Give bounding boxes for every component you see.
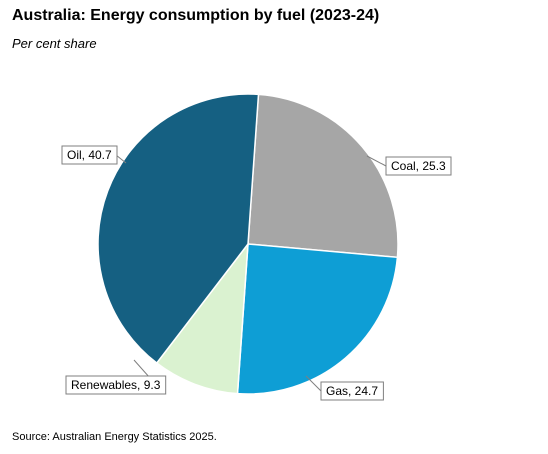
- pie-slice-gas: [236, 243, 399, 395]
- leader-line: [133, 359, 151, 379]
- data-label-box: [320, 381, 384, 401]
- pie-slice-oil: [97, 93, 260, 365]
- pie-slice-coal: [247, 93, 399, 259]
- chart-subtitle: Per cent share: [12, 36, 97, 51]
- pie-slices: [97, 93, 399, 395]
- data-label-renewables: Renewables, 9.3: [71, 378, 161, 392]
- data-label-coal: Coal, 25.3: [391, 159, 446, 173]
- data-label-box: [65, 375, 167, 395]
- data-label-oil: Oil, 40.7: [67, 148, 112, 162]
- leader-line: [115, 154, 127, 164]
- chart-source: Source: Australian Energy Statistics 202…: [12, 431, 217, 443]
- leader-line: [305, 375, 322, 392]
- pie-slice-renewables: [155, 241, 249, 395]
- leader-line: [366, 155, 387, 167]
- chart-title: Australia: Energy consumption by fuel (2…: [12, 7, 380, 24]
- data-label-box: [385, 156, 452, 176]
- leader-lines: [115, 154, 387, 392]
- data-labels: Coal, 25.3 Gas, 24.7 Renewables, 9.3 Oil, 4…: [61, 145, 452, 401]
- data-label-box: [61, 145, 118, 165]
- data-label-gas: Gas, 24.7: [326, 384, 378, 398]
